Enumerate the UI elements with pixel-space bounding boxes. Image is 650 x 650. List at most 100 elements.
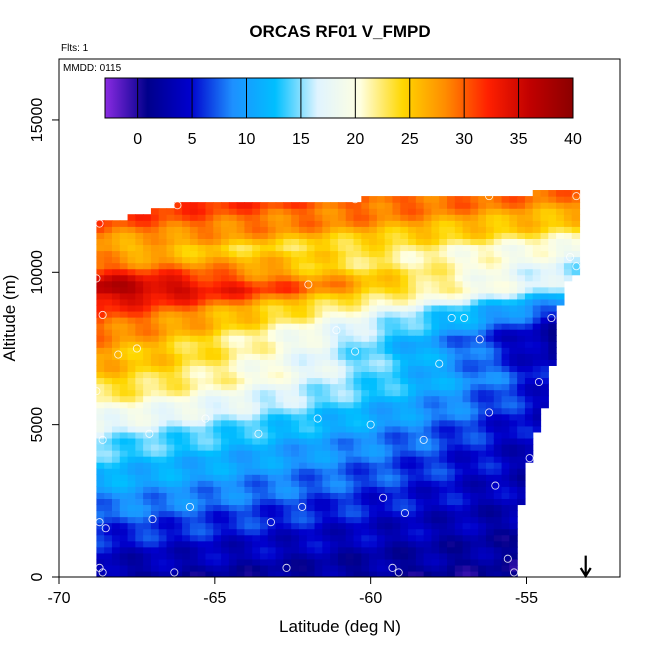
heatmap-cell	[361, 570, 370, 577]
heatmap-cell	[197, 522, 207, 530]
heatmap-cell	[135, 226, 144, 233]
heatmap-cell	[267, 353, 277, 360]
heatmap-cell	[439, 335, 448, 342]
heatmap-cell	[361, 286, 370, 294]
heatmap-cell	[135, 498, 144, 506]
heatmap-cell	[548, 196, 557, 203]
heatmap-cell	[369, 413, 378, 421]
heatmap-cell	[96, 540, 105, 548]
heatmap-cell	[462, 298, 471, 306]
heatmap-cell	[415, 450, 425, 457]
heatmap-cell	[213, 280, 222, 288]
heatmap-cell	[291, 468, 300, 475]
heatmap-cell	[291, 238, 300, 246]
heatmap-cell	[158, 244, 168, 252]
heatmap-cell	[252, 262, 261, 270]
heatmap-cell	[345, 286, 355, 294]
heatmap-cell	[447, 474, 456, 481]
heatmap-cell	[330, 353, 339, 360]
plot-frame	[58, 58, 621, 578]
heatmap-cell	[423, 262, 433, 270]
heatmap-cell	[384, 480, 394, 487]
heatmap-cell	[447, 492, 456, 499]
heatmap-cell	[283, 498, 292, 506]
sample-point	[351, 347, 360, 356]
heatmap-cell	[275, 534, 284, 542]
heatmap-cell	[197, 262, 207, 270]
heatmap-cell	[236, 238, 246, 246]
heatmap-cell	[182, 450, 191, 457]
heatmap-cell	[330, 443, 339, 451]
heatmap-cell	[244, 347, 253, 354]
heatmap-cell	[150, 413, 160, 421]
heatmap-cell	[291, 383, 300, 391]
heatmap-cell	[158, 516, 168, 524]
heatmap-cell	[415, 534, 425, 542]
heatmap-cell	[392, 323, 401, 330]
heatmap-cell	[306, 365, 316, 373]
heatmap-cell	[228, 226, 238, 233]
heatmap-cell	[485, 371, 495, 379]
heatmap-cell	[509, 329, 518, 336]
heatmap-cell	[267, 298, 277, 306]
heatmap-cell	[252, 516, 261, 524]
heatmap-cell	[158, 310, 168, 318]
heatmap-cell	[470, 304, 479, 312]
heatmap-cell	[439, 516, 448, 524]
heatmap-cell	[150, 298, 160, 306]
heatmap-cell	[119, 419, 129, 427]
heatmap-cell	[306, 450, 316, 457]
heatmap-cell	[119, 238, 129, 246]
heatmap-cell	[369, 256, 378, 264]
heatmap-cell	[174, 552, 183, 560]
heatmap-cell	[135, 359, 144, 366]
heatmap-cell	[408, 570, 417, 577]
heatmap-cell	[447, 383, 456, 391]
heatmap-cell	[197, 298, 207, 306]
heatmap-cell	[143, 498, 152, 506]
heatmap-cell	[571, 190, 581, 197]
heatmap-cell	[439, 492, 448, 499]
heatmap-cell	[517, 407, 526, 415]
heatmap-cell	[540, 365, 549, 373]
heatmap-cell	[532, 256, 542, 264]
heatmap-cell	[524, 329, 534, 336]
heatmap-cell	[345, 317, 355, 324]
heatmap-cell	[182, 546, 191, 554]
heatmap-cell	[314, 546, 323, 554]
heatmap-cell	[400, 570, 409, 577]
heatmap-cell	[306, 522, 316, 530]
heatmap-cell	[353, 552, 362, 560]
heatmap-cell	[166, 450, 175, 457]
heatmap-cell	[298, 516, 308, 524]
heatmap-cell	[291, 546, 300, 554]
heatmap-cell	[322, 250, 331, 258]
heatmap-cell	[135, 220, 144, 227]
heatmap-cell	[205, 516, 214, 524]
heatmap-cell	[376, 564, 386, 572]
heatmap-cell	[439, 304, 448, 312]
heatmap-cell	[291, 419, 300, 427]
heatmap-cell	[384, 220, 394, 227]
heatmap-cell	[337, 226, 347, 233]
heatmap-cell	[119, 310, 129, 318]
heatmap-cell	[478, 310, 487, 318]
heatmap-cell	[291, 256, 300, 264]
heatmap-cell	[493, 540, 503, 548]
heatmap-cell	[408, 304, 417, 312]
heatmap-cell	[298, 280, 308, 288]
heatmap-cell	[400, 437, 409, 445]
heatmap-cell	[369, 534, 378, 542]
heatmap-cell	[291, 244, 300, 252]
heatmap-cell	[431, 510, 440, 518]
heatmap-cell	[119, 250, 129, 258]
heatmap-cell	[135, 528, 144, 536]
heatmap-cell	[517, 371, 526, 379]
heatmap-cell	[150, 323, 160, 330]
heatmap-cell	[376, 268, 386, 276]
heatmap-cell	[236, 480, 246, 487]
heatmap-cell	[322, 558, 331, 566]
heatmap-cell	[104, 389, 113, 397]
heatmap-cell	[493, 377, 503, 385]
heatmap-cell	[127, 298, 136, 306]
